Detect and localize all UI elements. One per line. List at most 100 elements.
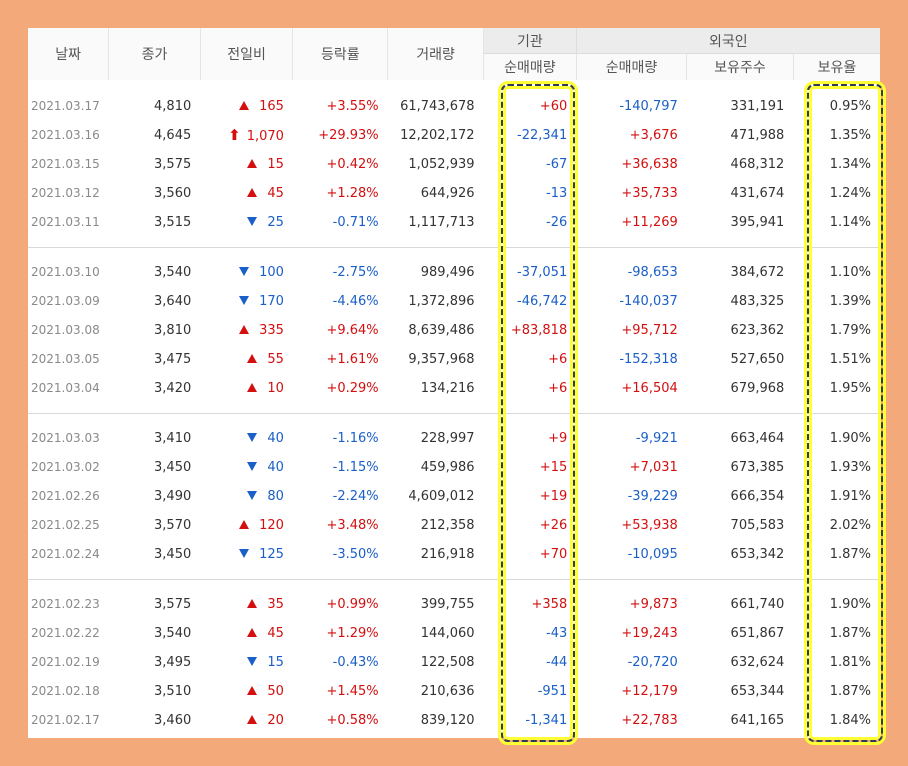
volume-cell-value: 12,202,172 — [400, 127, 475, 143]
close-cell: 3,490 — [109, 482, 201, 511]
rate-cell-value: -3.50% — [332, 546, 379, 562]
date-cell-value: 2021.02.25 — [31, 518, 100, 532]
foreign-ratio-cell: 0.95% — [793, 92, 880, 121]
foreign-ratio-cell: 1.39% — [793, 287, 880, 316]
foreign-holdings-cell: 679,968 — [687, 374, 794, 403]
institution-net-cell-value: -26 — [546, 214, 568, 230]
close-cell-value: 3,540 — [154, 264, 192, 280]
foreign-holdings-cell: 666,354 — [687, 482, 794, 511]
close-cell: 3,640 — [109, 287, 201, 316]
foreign-holdings-cell-value: 527,650 — [730, 351, 785, 367]
rate-cell: +0.29% — [293, 374, 388, 403]
rate-cell-value: +0.42% — [326, 156, 379, 172]
foreign-net-cell-value: +7,031 — [629, 459, 678, 475]
table-row: 2021.02.18 3,510 50 +1.45% 210,636 -951 +12,17… — [28, 677, 880, 706]
institution-net-cell: -951 — [484, 677, 577, 706]
daily-trading-table: 날짜 종가 전일비 등락률 거래량 기관 외국인 순매매량 순매매량 보유주수 … — [28, 28, 880, 745]
rate-cell: +9.64% — [293, 316, 388, 345]
change-cell: 80 — [200, 482, 293, 511]
date-cell: 2021.02.24 — [28, 540, 109, 569]
foreign-holdings-cell-value: 666,354 — [730, 488, 785, 504]
date-cell: 2021.02.17 — [28, 706, 109, 735]
header-foreign-net[interactable]: 순매매량 — [576, 53, 688, 80]
up-triangle-icon — [247, 158, 258, 168]
foreign-net-cell: -39,229 — [576, 482, 687, 511]
close-cell-value: 3,510 — [154, 683, 192, 699]
table-row: 2021.03.02 3,450 40 -1.15% 459,986 +15 +7,031 6… — [28, 453, 880, 482]
foreign-holdings-cell-value: 673,385 — [730, 459, 785, 475]
rate-cell-value: +1.61% — [326, 351, 379, 367]
volume-cell: 212,358 — [388, 511, 484, 540]
foreign-ratio-cell-value: 1.24% — [829, 185, 871, 201]
down-triangle-icon — [247, 432, 258, 442]
header-date[interactable]: 날짜 — [28, 28, 110, 80]
foreign-net-cell: +7,031 — [576, 453, 687, 482]
header-volume[interactable]: 거래량 — [387, 28, 485, 80]
volume-cell: 1,117,713 — [388, 208, 484, 237]
close-cell: 3,540 — [109, 258, 201, 287]
date-cell: 2021.02.25 — [28, 511, 109, 540]
foreign-ratio-cell: 1.87% — [793, 619, 880, 648]
volume-cell: 4,609,012 — [388, 482, 484, 511]
institution-net-cell: +60 — [484, 92, 577, 121]
date-cell: 2021.02.26 — [28, 482, 109, 511]
table-row: 2021.03.04 3,420 10 +0.29% 134,216 +6 +16,504 6… — [28, 374, 880, 403]
date-cell-value: 2021.03.09 — [31, 294, 100, 308]
header-rate[interactable]: 등락률 — [292, 28, 389, 80]
foreign-net-cell: +22,783 — [576, 706, 687, 735]
foreign-holdings-cell: 653,342 — [687, 540, 794, 569]
header-foreign-ratio[interactable]: 보유율 — [793, 53, 880, 80]
institution-net-cell: +15 — [484, 453, 577, 482]
table-row: 2021.03.08 3,810 335 +9.64% 8,639,486 +83,818… — [28, 316, 880, 345]
foreign-ratio-cell: 1.81% — [793, 648, 880, 677]
date-cell-value: 2021.03.12 — [31, 186, 100, 200]
foreign-ratio-cell: 1.79% — [793, 316, 880, 345]
header-close[interactable]: 종가 — [108, 28, 201, 80]
rate-cell-value: -0.71% — [332, 214, 379, 230]
volume-cell: 9,357,968 — [388, 345, 484, 374]
institution-net-cell: +19 — [484, 482, 577, 511]
up-triangle-icon — [247, 685, 258, 695]
foreign-ratio-cell: 1.35% — [793, 121, 880, 150]
table-row: 2021.02.23 3,575 35 +0.99% 399,755 +358 +9,873… — [28, 590, 880, 619]
institution-net-cell: -13 — [484, 179, 577, 208]
foreign-holdings-cell: 632,624 — [687, 648, 794, 677]
change-value: 15 — [267, 654, 284, 670]
rate-cell: +29.93% — [293, 121, 388, 150]
volume-cell-value: 399,755 — [420, 596, 475, 612]
institution-net-cell: -26 — [484, 208, 577, 237]
foreign-ratio-cell-value: 1.14% — [829, 214, 871, 230]
foreign-holdings-cell: 468,312 — [687, 150, 794, 179]
foreign-holdings-cell-value: 471,988 — [730, 127, 785, 143]
foreign-holdings-cell: 527,650 — [687, 345, 794, 374]
date-cell-value: 2021.02.23 — [31, 597, 100, 611]
rate-cell: -1.16% — [293, 424, 388, 453]
change-cell: 40 — [200, 453, 293, 482]
change-value: 335 — [259, 322, 284, 338]
institution-net-cell: +26 — [484, 511, 577, 540]
foreign-ratio-cell: 1.87% — [793, 677, 880, 706]
foreign-net-cell: -10,095 — [576, 540, 687, 569]
change-cell: 165 — [200, 92, 293, 121]
foreign-ratio-cell: 1.90% — [793, 424, 880, 453]
foreign-ratio-cell: 1.24% — [793, 179, 880, 208]
rate-cell-value: -4.46% — [332, 293, 379, 309]
header-change[interactable]: 전일비 — [200, 28, 294, 80]
date-cell: 2021.02.23 — [28, 590, 109, 619]
institution-net-cell-value: -1,341 — [525, 712, 568, 728]
date-cell: 2021.03.05 — [28, 345, 109, 374]
table-row: 2021.03.16 4,645 ⬆ 1,070 +29.93% 12,202,172 -2… — [28, 121, 880, 150]
table-row: 2021.02.25 3,570 120 +3.48% 212,358 +26 +53,93… — [28, 511, 880, 540]
foreign-holdings-cell-value: 661,740 — [730, 596, 785, 612]
close-cell-value: 3,515 — [154, 214, 192, 230]
date-cell-value: 2021.03.08 — [31, 323, 100, 337]
up-triangle-icon — [247, 382, 258, 392]
volume-cell: 644,926 — [388, 179, 484, 208]
down-triangle-icon — [247, 216, 258, 226]
institution-net-cell-value: -44 — [546, 654, 568, 670]
change-value: 40 — [267, 459, 284, 475]
foreign-net-cell-value: +35,733 — [621, 185, 678, 201]
header-foreign-holdings[interactable]: 보유주수 — [686, 53, 794, 80]
change-cell: 100 — [200, 258, 293, 287]
header-institution-net[interactable]: 순매매량 — [483, 53, 577, 80]
